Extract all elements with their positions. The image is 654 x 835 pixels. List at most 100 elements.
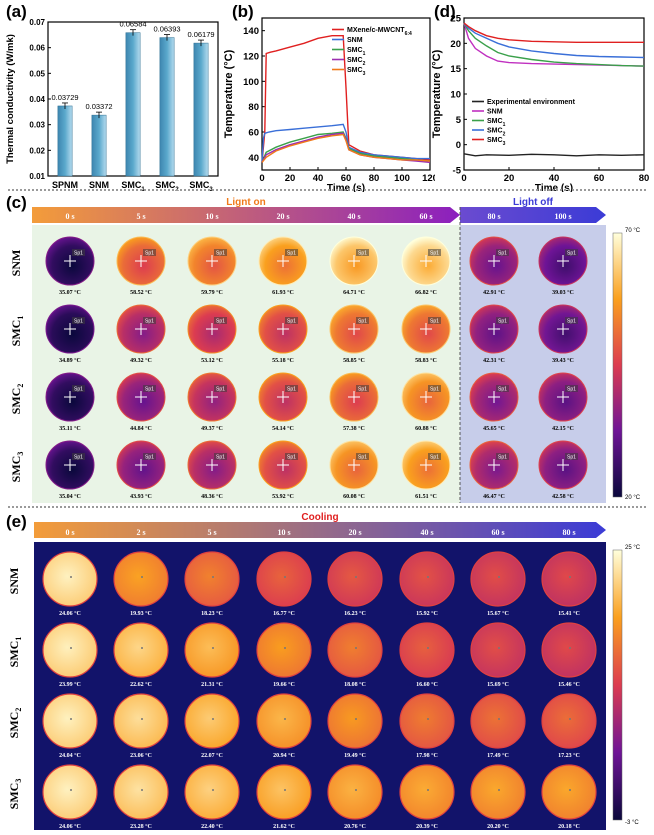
spot-temperature: 53.92 °C	[272, 493, 294, 500]
spot-label: Sp1	[145, 251, 154, 257]
spot-temperature: 53.12 °C	[201, 357, 223, 364]
y-tick-label: 25	[450, 14, 461, 25]
colorbar-min: 20 °C	[625, 495, 641, 501]
spot-marker	[355, 789, 357, 791]
spot-temperature: 15.41 °C	[558, 610, 580, 617]
spot-temperature: 17.49 °C	[487, 752, 509, 759]
spot-temperature: 46.47 °C	[483, 493, 505, 500]
thermal-image	[256, 551, 312, 607]
spot-temperature: 19.93 °C	[130, 610, 152, 617]
legend-label: SNM	[487, 109, 503, 116]
thermal-image	[399, 693, 455, 749]
colorbar-max: 25 °C	[625, 545, 641, 551]
spot-marker	[284, 576, 286, 578]
spot-tag	[356, 453, 369, 460]
y-tick-label: 0	[456, 140, 461, 151]
bar-value-label: 0.06179	[187, 30, 214, 39]
series-line	[463, 153, 645, 157]
spot-tag	[428, 249, 441, 256]
spot-temperature: 44.84 °C	[130, 425, 152, 432]
spot-marker	[569, 718, 571, 720]
y-axis-title: Temperature (°C)	[431, 49, 443, 138]
spot-temperature: 22.07 °C	[201, 752, 223, 759]
thermal-image	[399, 622, 455, 678]
legend-label: MXene/c-MWCNT6:4	[347, 27, 412, 37]
time-label: 5 s	[136, 212, 145, 221]
spot-marker	[569, 789, 571, 791]
banner-light-off-label: Light off	[513, 197, 554, 208]
legend-label: SMC3	[347, 67, 366, 77]
thermal-image	[256, 622, 312, 678]
spot-temperature: 20.39 °C	[416, 823, 438, 830]
spot-temperature: 49.37 °C	[201, 425, 223, 432]
spot-marker	[498, 647, 500, 649]
row-label: SNM	[7, 568, 21, 595]
x-axis-title: Time (s)	[535, 183, 573, 192]
row-label: SMC1	[9, 316, 25, 347]
spot-label: Sp1	[430, 455, 439, 461]
y-tick-label: 140	[243, 26, 259, 37]
spot-temperature: 54.14 °C	[272, 425, 294, 432]
x-tick-label: 100	[394, 173, 410, 184]
x-axis-title: Time (s)	[327, 183, 365, 192]
y-axis-title: Temperature (°C)	[223, 49, 235, 138]
spot-tag	[143, 249, 156, 256]
spot-temperature: 55.18 °C	[272, 357, 294, 364]
series-line	[463, 22, 645, 67]
spot-tag	[214, 317, 227, 324]
thermal-conductivity-bar-chart: 0.01 0.02 0.03 0.04 0.05 0.06 0.07 0.03729 SPNM 0…	[5, 18, 219, 192]
spot-temperature: 39.03 °C	[552, 289, 574, 296]
spot-tag	[214, 453, 227, 460]
spot-temperature: 19.49 °C	[344, 752, 366, 759]
spot-temperature: 35.07 °C	[59, 289, 81, 296]
spot-temperature: 58.52 °C	[130, 289, 152, 296]
row-label: SMC3	[7, 779, 23, 810]
bar	[125, 32, 141, 177]
thermal-image	[541, 764, 597, 820]
x-tick-label: 0	[461, 173, 466, 184]
spot-temperature: 45.65 °C	[483, 425, 505, 432]
time-label: 10 s	[205, 212, 218, 221]
spot-temperature: 22.62 °C	[130, 681, 152, 688]
thermal-image	[327, 764, 383, 820]
spot-label: Sp1	[216, 455, 225, 461]
spot-marker	[70, 789, 72, 791]
panel-label-a: (a)	[6, 2, 27, 21]
panel-label-d: (d)	[434, 2, 456, 21]
spot-marker	[498, 576, 500, 578]
spot-temperature: 42.91 °C	[483, 289, 505, 296]
thermal-image	[113, 693, 169, 749]
spot-label: Sp1	[145, 387, 154, 393]
spot-temperature: 16.23 °C	[344, 610, 366, 617]
spot-marker	[284, 718, 286, 720]
thermal-image	[541, 693, 597, 749]
x-tick-label: 20	[285, 173, 296, 184]
spot-temperature: 59.79 °C	[201, 289, 223, 296]
spot-temperature: 19.66 °C	[273, 681, 295, 688]
bar	[159, 37, 175, 177]
thermal-image	[541, 551, 597, 607]
thermal-image	[113, 764, 169, 820]
spot-temperature: 42.15 °C	[552, 425, 574, 432]
thermal-image	[184, 693, 240, 749]
spot-temperature: 20.20 °C	[487, 823, 509, 830]
thermal-image	[42, 693, 98, 749]
spot-label: Sp1	[287, 251, 296, 257]
thermal-image	[184, 764, 240, 820]
legend-label: SMC2	[347, 57, 366, 67]
thermal-image	[327, 622, 383, 678]
colorbar	[612, 549, 623, 821]
spot-label: Sp1	[145, 319, 154, 325]
spot-label: Sp1	[216, 387, 225, 393]
spot-label: Sp1	[216, 251, 225, 257]
spot-label: Sp1	[145, 455, 154, 461]
spot-label: Sp1	[567, 387, 576, 393]
legend-label: SMC3	[487, 137, 506, 147]
spot-label: Sp1	[287, 455, 296, 461]
spot-marker	[569, 647, 571, 649]
spot-temperature: 15.67 °C	[487, 610, 509, 617]
spot-marker	[141, 789, 143, 791]
spot-temperature: 22.40 °C	[201, 823, 223, 830]
banner-cooling-label: Cooling	[301, 512, 338, 523]
row-label: SMC1	[7, 637, 23, 668]
